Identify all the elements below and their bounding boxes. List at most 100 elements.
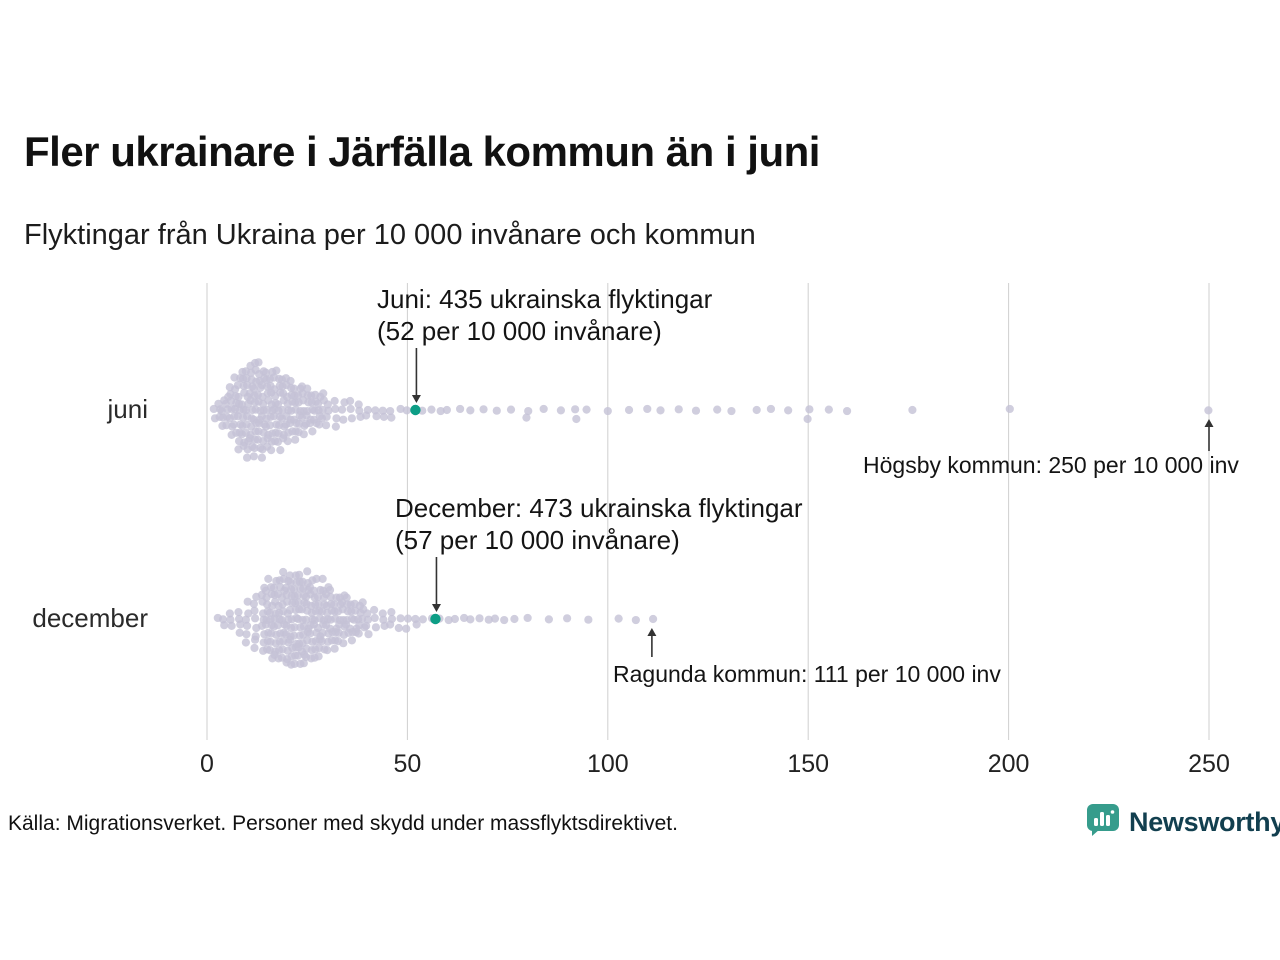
municipality-dot [249,452,258,461]
municipality-dot [378,406,387,415]
beeswarm-plot [206,283,1214,740]
municipality-dot [805,405,814,414]
municipality-dot [456,404,465,414]
municipality-dot [299,659,308,668]
municipality-dot [354,629,363,638]
municipality-dot [379,615,388,624]
municipality-dot [492,406,501,415]
annotation-arrowhead [431,604,441,612]
municipality-dot [908,405,917,415]
municipality-dot [308,427,317,436]
municipality-dot [571,405,580,414]
municipality-dot [237,400,246,409]
municipality-dot [784,406,793,415]
municipality-dot [427,405,436,414]
municipality-dot [269,583,279,592]
municipality-dot [510,614,519,624]
municipality-dot [295,570,304,579]
municipality-dot [727,406,736,416]
municipality-dot [276,446,285,455]
municipality-dot [402,406,411,415]
annotation-december-line1: December: 473 ukrainska flyktingar [395,493,803,523]
municipality-dot [315,420,324,429]
municipality-dot [436,406,445,416]
municipality-dot [312,574,321,583]
municipality-dot [285,571,295,580]
municipality-dot [766,404,776,414]
municipality-dot [242,453,252,462]
row-label-december: december [32,603,148,633]
x-tick-label: 250 [1188,750,1230,778]
municipality-dot [572,414,581,424]
municipality-dot [250,643,259,653]
municipality-dot [250,635,260,644]
municipality-dot [539,404,548,414]
municipality-dot [242,621,252,630]
municipality-dot [339,639,348,648]
municipality-dot [674,405,683,414]
municipality-dot [342,593,351,602]
municipality-dot [506,405,516,414]
annotation-juni-highlight: Juni: 435 ukrainska flyktingar (52 per 1… [377,283,712,347]
municipality-dot [387,608,396,617]
municipality-dot [500,615,509,625]
municipality-dot [347,636,356,645]
municipality-dot [364,630,373,639]
municipality-dot [1204,406,1213,415]
annotation-arrowhead [1204,419,1214,427]
municipality-dot [264,574,273,583]
municipality-dot [250,606,259,615]
municipality-dot [362,621,371,630]
municipality-dot [321,421,331,430]
municipality-dot [285,605,295,615]
annotation-arrowhead [411,395,421,403]
municipality-dot [314,652,323,661]
x-tick-label: 50 [393,750,422,778]
municipality-dot [358,598,367,607]
newsworthy-logo[interactable]: Newsworthy [1086,803,1280,842]
municipality-dot [824,405,833,414]
municipality-dot [370,605,379,615]
municipality-dot [267,446,276,455]
municipality-dot [242,630,251,639]
municipality-dot [442,405,451,415]
municipality-dot [265,421,275,430]
highlight-dot [410,404,421,416]
municipality-dot [299,430,308,439]
municipality-dot [319,389,328,398]
municipality-dot [250,443,259,453]
municipality-dot [330,396,339,406]
municipality-dot [286,376,295,386]
municipality-dot [354,400,363,409]
municipality-dot [484,615,493,624]
municipality-dot [402,624,411,633]
municipality-dot [563,614,572,623]
annotation-arrowhead [647,628,657,636]
source-note: Källa: Migrationsverket. Personer med sk… [8,812,678,835]
municipality-dot [1005,404,1014,414]
municipality-dot [286,578,295,587]
municipality-dot [322,412,331,421]
municipality-dot [396,404,405,414]
municipality-dot [324,406,333,415]
municipality-dot [323,400,332,409]
municipality-dot [243,597,252,606]
annotation-december-line2: (57 per 10 000 invånare) [395,525,680,556]
municipality-dot [303,567,312,576]
municipality-dot [752,405,761,415]
municipality-dot [346,404,355,414]
x-tick-label: 100 [586,750,629,778]
municipality-dot [236,620,245,629]
municipality-dot [631,615,640,625]
municipality-dot [249,384,258,393]
municipality-dot [479,405,488,414]
municipality-dot [330,644,339,653]
municipality-dot [394,623,403,633]
municipality-dot [227,621,236,630]
municipality-dot [290,623,299,632]
municipality-dot [362,411,371,420]
municipality-dot [524,406,533,416]
municipality-dot [378,609,387,618]
annotation-juni-line2: (52 per 10 000 invånare) [377,316,662,347]
municipality-dot [803,414,812,424]
